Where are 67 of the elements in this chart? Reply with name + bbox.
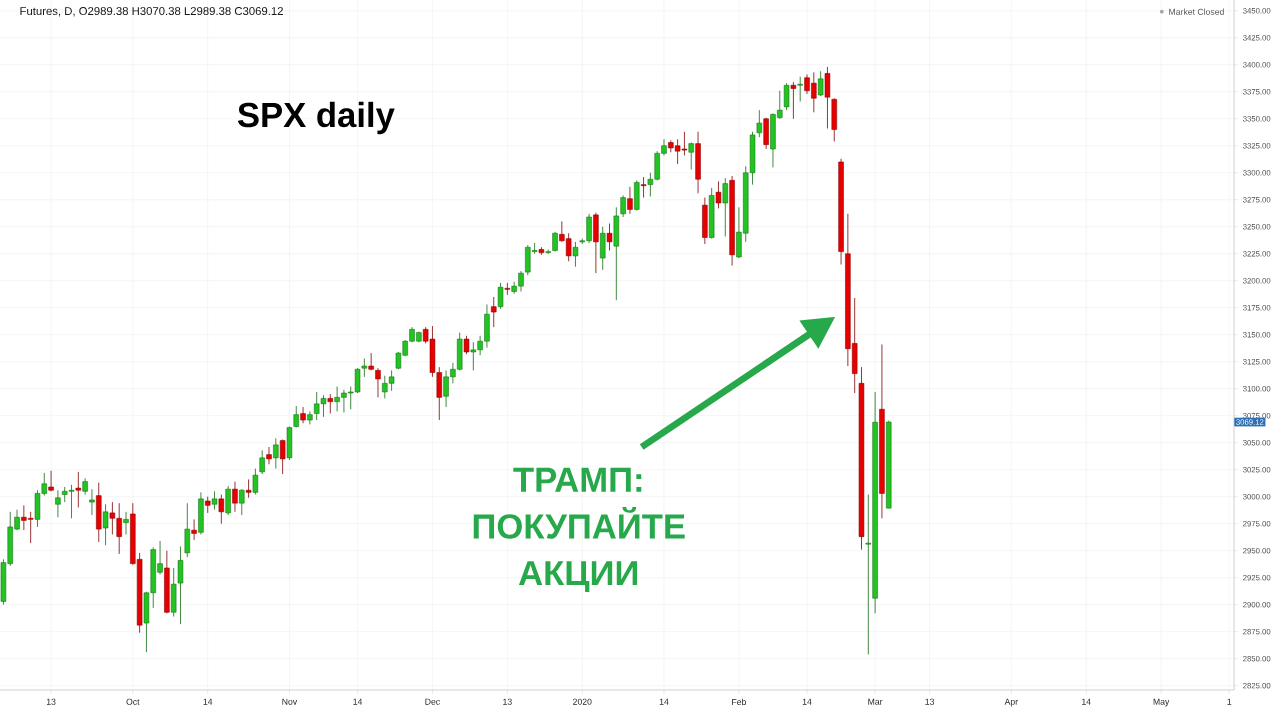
x-tick-label: 13 bbox=[503, 698, 512, 705]
x-tick-label: Mar bbox=[868, 698, 883, 705]
candlestick bbox=[361, 358, 368, 378]
candlestick bbox=[491, 296, 497, 328]
x-tick-label: Feb bbox=[732, 698, 747, 706]
x-tick-label: Dec bbox=[425, 698, 440, 705]
x-tick-label: 14 bbox=[353, 698, 363, 705]
candlestick bbox=[218, 494, 225, 525]
x-tick-label: Oct bbox=[126, 698, 140, 705]
candlestick bbox=[232, 481, 238, 513]
x-tick-label: Nov bbox=[282, 698, 298, 705]
candlestick bbox=[790, 81, 797, 120]
x-tick-label: 2020 bbox=[573, 698, 592, 705]
candlestick bbox=[123, 511, 129, 535]
candlestick bbox=[620, 195, 626, 218]
candlestick bbox=[102, 503, 109, 546]
candlestick bbox=[722, 177, 729, 237]
x-tick-label: 14 bbox=[659, 698, 669, 705]
candlestick bbox=[89, 488, 95, 516]
x-tick-label: 13 bbox=[46, 698, 56, 705]
candlestick bbox=[497, 282, 504, 310]
candlestick bbox=[75, 471, 82, 508]
candlestick bbox=[225, 485, 231, 516]
candlestick bbox=[824, 66, 831, 129]
annotation: Market Closed bbox=[1169, 8, 1224, 15]
candlestick bbox=[252, 468, 259, 495]
candlestick bbox=[327, 393, 334, 414]
candlestick bbox=[627, 186, 633, 215]
candlestick bbox=[552, 231, 558, 252]
candlestick bbox=[817, 70, 824, 97]
x-tick-label: 14 bbox=[1082, 698, 1091, 705]
candlestick bbox=[266, 446, 272, 465]
candlestick bbox=[783, 82, 790, 111]
candlestick bbox=[259, 449, 265, 475]
candlestick bbox=[545, 249, 551, 255]
candlestick bbox=[504, 282, 511, 296]
x-tick-label: 1 bbox=[1227, 698, 1232, 705]
candlestick bbox=[715, 180, 722, 209]
candlestick bbox=[293, 405, 299, 428]
x-tick-label: May bbox=[1153, 698, 1170, 707]
candlestick bbox=[245, 479, 252, 499]
text: SPX daily bbox=[237, 101, 395, 135]
x-tick-label: 14 bbox=[802, 698, 812, 705]
x-tick-label: Apr bbox=[1004, 698, 1018, 707]
x-tick-label: 14 bbox=[203, 698, 213, 705]
candlestick bbox=[640, 176, 647, 198]
candlestick bbox=[191, 518, 197, 541]
candlestick bbox=[688, 142, 694, 170]
candlestick bbox=[307, 411, 313, 425]
annotation: ТРАМП: ПОКУПАЙТЕ АКЦИИ bbox=[473, 467, 685, 592]
candlestick bbox=[82, 477, 88, 495]
candlestick bbox=[184, 502, 191, 558]
candlestick bbox=[55, 489, 61, 518]
candlestick bbox=[239, 488, 245, 516]
candlestick bbox=[797, 76, 803, 102]
candlestick bbox=[211, 490, 218, 511]
text: Futures, D, O2989.38 H3070.38 L2989.38 C3069.12 bbox=[20, 7, 283, 17]
candlestick bbox=[300, 406, 306, 424]
candlestick bbox=[279, 439, 286, 475]
candlestick bbox=[273, 437, 279, 470]
candlestick bbox=[463, 335, 470, 355]
candlestick bbox=[375, 367, 381, 398]
candlestick bbox=[756, 109, 763, 138]
candlestick bbox=[572, 241, 579, 268]
x-tick-label: 13 bbox=[925, 698, 935, 705]
candlestick bbox=[177, 545, 184, 625]
candlestick bbox=[606, 223, 613, 251]
